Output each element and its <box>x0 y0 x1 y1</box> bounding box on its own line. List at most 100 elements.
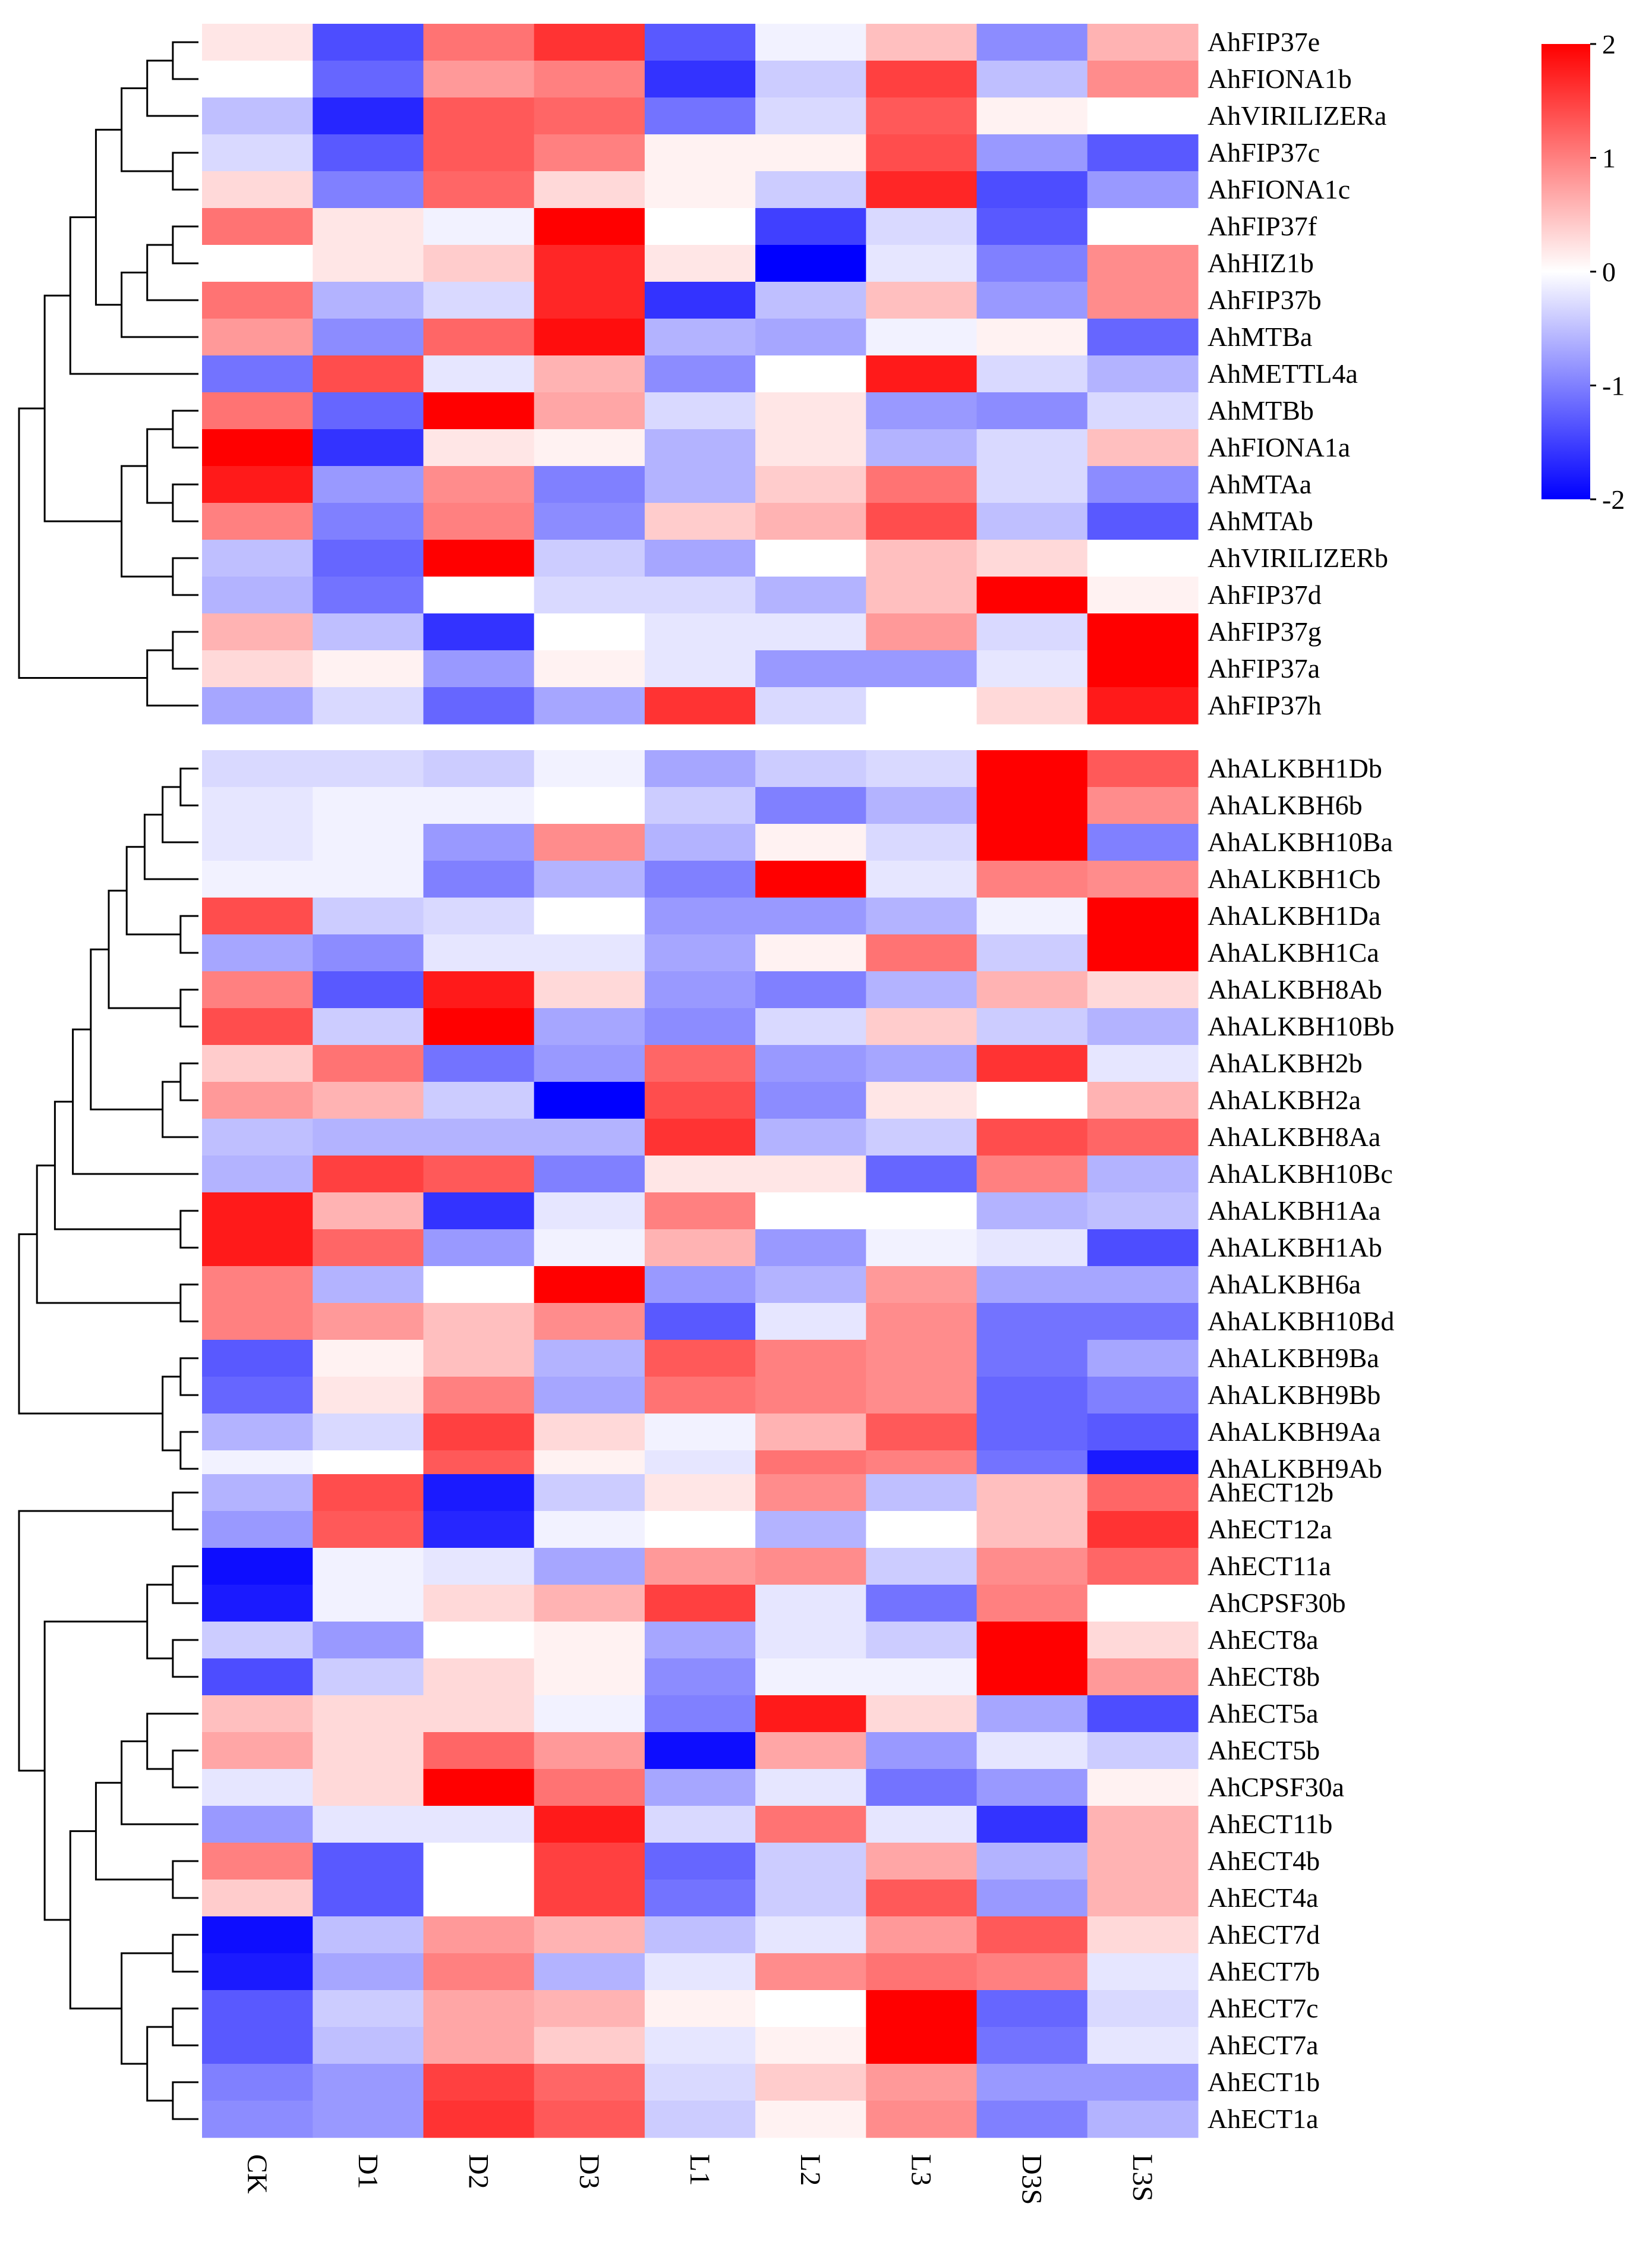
heatmap-cell <box>313 650 424 688</box>
heatmap-cell <box>755 1082 866 1119</box>
heatmap-cell <box>313 355 424 393</box>
heatmap-cell <box>202 319 313 356</box>
heatmap-cell <box>644 1082 756 1119</box>
dendrogram-branch <box>94 128 122 306</box>
heatmap-cell <box>313 1119 424 1156</box>
heatmap-cell <box>866 282 978 319</box>
heatmap-cell <box>976 429 1088 467</box>
heatmap-cell <box>866 577 978 614</box>
heatmap-cell <box>202 577 313 614</box>
heatmap-cell <box>866 898 978 935</box>
row-label: AhMTBa <box>1208 322 1312 352</box>
heatmap-cell <box>755 787 866 824</box>
heatmap-cell <box>755 650 866 688</box>
heatmap-cell <box>866 1916 978 1954</box>
heatmap-cell <box>976 2101 1088 2138</box>
column-label: D3S <box>1016 2154 1048 2205</box>
heatmap-cell <box>976 1548 1088 1585</box>
heatmap-cell <box>1087 1916 1199 1954</box>
heatmap-cell <box>866 1119 978 1156</box>
heatmap-cell <box>313 503 424 540</box>
heatmap-cell <box>202 429 313 467</box>
heatmap-cell <box>202 787 313 824</box>
dendrogram-branch <box>172 1639 198 1678</box>
heatmap-cell <box>755 1474 866 1512</box>
heatmap-cell <box>1087 1474 1199 1512</box>
legend-tick-label: 0 <box>1602 257 1616 287</box>
heatmap-cell <box>534 61 645 98</box>
dendrogram-branch <box>172 1749 198 1789</box>
heatmap-cell <box>313 1806 424 1843</box>
heatmap-cell <box>202 1045 313 1082</box>
heatmap-cell <box>423 1548 535 1585</box>
row-label: AhFIP37c <box>1208 137 1320 168</box>
heatmap-cell <box>755 24 866 61</box>
heatmap-cell <box>755 1045 866 1082</box>
heatmap-cell <box>866 650 978 688</box>
heatmap-cell <box>202 934 313 972</box>
heatmap-cell <box>866 1229 978 1267</box>
heatmap-cell <box>644 429 756 467</box>
heatmap-cell <box>534 934 645 972</box>
heatmap-cell <box>755 2027 866 2064</box>
heatmap-cell <box>1087 1082 1199 1119</box>
heatmap-cell <box>423 134 535 172</box>
heatmap-cell <box>644 1511 756 1548</box>
row-label: AhMTAa <box>1208 469 1311 499</box>
heatmap-cell <box>423 2101 535 2138</box>
heatmap-cell <box>313 392 424 430</box>
row-label: AhECT5a <box>1208 1698 1319 1729</box>
dendrogram-branch <box>146 2026 173 2102</box>
heatmap-cell <box>313 861 424 898</box>
heatmap-cell <box>534 503 645 540</box>
heatmap-cell <box>866 1880 978 1917</box>
heatmap-cell <box>755 1548 866 1585</box>
heatmap-cell <box>313 687 424 725</box>
dendrogram-branch <box>172 1565 198 1604</box>
row-label: AhFIONA1c <box>1208 174 1350 204</box>
heatmap-cell <box>313 577 424 614</box>
heatmap-cell <box>976 824 1088 861</box>
dendrogram-branch <box>172 483 198 522</box>
heatmap-cell <box>1087 208 1199 245</box>
heatmap-cell <box>202 1732 313 1770</box>
heatmap-cell <box>1087 1414 1199 1451</box>
heatmap-cell <box>313 1192 424 1230</box>
heatmap-cell <box>1087 503 1199 540</box>
heatmap-cell <box>313 466 424 503</box>
heatmap-cell <box>202 1769 313 1806</box>
heatmap-cell <box>866 429 978 467</box>
heatmap-cell <box>644 787 756 824</box>
heatmap-cell <box>534 861 645 898</box>
row-label: AhCPSF30b <box>1208 1588 1346 1618</box>
heatmap-cell <box>976 1266 1088 1304</box>
row-label: AhECT7a <box>1208 2030 1319 2060</box>
heatmap-cell <box>534 1192 645 1230</box>
heatmap-cell <box>1087 613 1199 651</box>
heatmap-cell <box>1087 1303 1199 1340</box>
dendrogram-branch <box>172 557 198 596</box>
heatmap-cell <box>644 934 756 972</box>
color-scale-legend: 2 1 0 -1 -2 <box>1541 29 1625 515</box>
heatmap-cell <box>755 134 866 172</box>
heatmap-cell <box>755 1622 866 1659</box>
heatmap-cell <box>202 1990 313 2028</box>
heatmap-cell <box>976 355 1088 393</box>
heatmap-cell <box>1087 1732 1199 1770</box>
heatmap-cell <box>976 1229 1088 1267</box>
heatmap-cell <box>313 934 424 972</box>
heatmap-cell <box>202 1953 313 1991</box>
dendrogram-branch <box>90 948 163 1110</box>
heatmap-cell <box>976 687 1088 725</box>
heatmap-cell <box>866 1045 978 1082</box>
heatmap-cell <box>644 1585 756 1622</box>
heatmap-cell <box>202 540 313 577</box>
heatmap-cell <box>423 24 535 61</box>
heatmap-cell <box>202 1548 313 1585</box>
heatmap-cell <box>534 245 645 282</box>
heatmap-cell <box>866 934 978 972</box>
heatmap-cell <box>423 1658 535 1696</box>
heatmap-cell <box>423 97 535 135</box>
heatmap-cell <box>534 1266 645 1304</box>
heatmap-cell <box>423 687 535 725</box>
